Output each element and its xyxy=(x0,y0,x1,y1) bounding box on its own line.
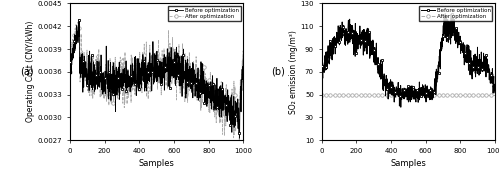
After optimization xyxy=(202,93,208,95)
After optimization xyxy=(67,71,73,73)
Before optimization xyxy=(206,91,212,93)
After optimization xyxy=(186,67,192,69)
After optimization xyxy=(457,94,463,96)
Y-axis label: SO₂ emission (mg/m³): SO₂ emission (mg/m³) xyxy=(288,30,298,114)
Before optimization xyxy=(85,79,91,81)
Before optimization xyxy=(236,137,242,139)
Line: After optimization: After optimization xyxy=(68,19,245,145)
X-axis label: Samples: Samples xyxy=(390,159,426,168)
Before optimization xyxy=(442,13,448,15)
After optimization xyxy=(395,94,401,96)
Before optimization xyxy=(336,34,342,36)
After optimization xyxy=(438,94,444,96)
Text: (b): (b) xyxy=(271,67,285,77)
Before optimization xyxy=(67,61,73,63)
Line: Before optimization: Before optimization xyxy=(320,12,496,109)
After optimization xyxy=(236,142,242,144)
After optimization xyxy=(76,19,82,21)
Before optimization xyxy=(76,19,82,21)
Before optimization xyxy=(492,92,498,94)
Line: Before optimization: Before optimization xyxy=(68,18,244,140)
Before optimization xyxy=(186,79,192,81)
After optimization xyxy=(454,94,460,96)
Y-axis label: Operating Cost (CNY/kWh): Operating Cost (CNY/kWh) xyxy=(26,21,35,122)
Before optimization xyxy=(318,65,324,67)
After optimization xyxy=(336,94,342,96)
Before optimization xyxy=(240,56,246,58)
Before optimization xyxy=(398,106,404,108)
After optimization xyxy=(240,79,246,81)
Legend: Before optimization, After optimization: Before optimization, After optimization xyxy=(168,6,240,21)
Before optimization xyxy=(388,86,394,88)
Before optimization xyxy=(457,35,463,37)
Before optimization xyxy=(454,40,460,43)
After optimization xyxy=(388,94,394,96)
After optimization xyxy=(206,88,212,90)
Before optimization xyxy=(144,71,150,73)
X-axis label: Samples: Samples xyxy=(139,159,174,168)
Before optimization xyxy=(438,45,444,47)
Before optimization xyxy=(138,68,143,70)
Line: After optimization: After optimization xyxy=(320,93,496,96)
After optimization xyxy=(318,94,324,96)
Before optimization xyxy=(395,93,401,95)
After optimization xyxy=(85,85,91,88)
After optimization xyxy=(144,51,150,53)
Text: (a): (a) xyxy=(20,67,34,77)
After optimization xyxy=(138,74,143,76)
Legend: Before optimization, After optimization: Before optimization, After optimization xyxy=(420,6,492,21)
After optimization xyxy=(492,94,498,96)
Before optimization xyxy=(202,87,208,89)
